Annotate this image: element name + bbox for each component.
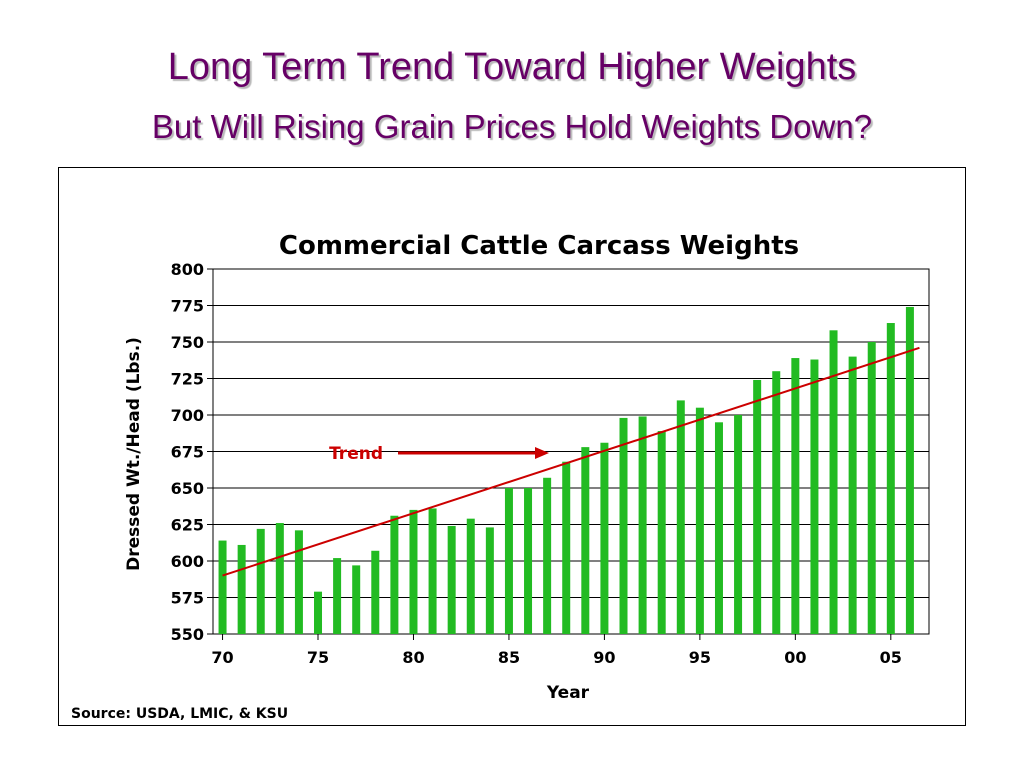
bar [466, 518, 475, 634]
y-tick-label: 550 [171, 625, 204, 644]
bar [485, 527, 494, 634]
bar [848, 356, 857, 634]
chart-frame: 550 575 600 625 650 675 700 725 750 775 800 70 75 80 8… [58, 167, 966, 726]
slide-title: Long Term Trend Toward Higher Weights [167, 46, 857, 88]
bar [333, 558, 342, 634]
trend-line-group: Trend [222, 346, 920, 577]
bar [581, 447, 590, 634]
grid-lines [212, 268, 930, 635]
bar [524, 488, 533, 634]
bar [504, 488, 513, 634]
y-tick-label: 675 [171, 443, 204, 462]
bar [886, 323, 895, 634]
bar [734, 415, 743, 634]
y-tick-label: 700 [171, 406, 204, 425]
bar [237, 544, 246, 634]
axes: 550 575 600 625 650 675 700 725 750 775 800 70 75 80 8… [171, 260, 902, 667]
bar [390, 515, 399, 634]
source-note: Source: USDA, LMIC, & KSU [71, 706, 289, 722]
y-tick-label: 650 [171, 479, 204, 498]
bar [428, 508, 437, 634]
bars [218, 306, 914, 634]
bar [619, 417, 628, 634]
bar [867, 342, 876, 634]
trend-label: Trend [329, 444, 383, 464]
bar [352, 565, 361, 634]
y-tick-label: 725 [171, 370, 204, 389]
chart-title: Commercial Cattle Carcass Weights [279, 231, 799, 261]
x-tick-label: 95 [689, 648, 711, 667]
bar [543, 477, 552, 634]
slide-subtitle: But Will Rising Grain Prices Hold Weight… [151, 108, 873, 145]
bar [810, 359, 819, 634]
y-tick-label: 625 [171, 516, 204, 535]
x-tick-label: 75 [307, 648, 329, 667]
bar [314, 591, 323, 634]
bar [218, 540, 227, 634]
trend-arrow-head [535, 447, 549, 459]
x-tick-label: 90 [593, 648, 615, 667]
bar [772, 371, 781, 634]
bar [905, 306, 914, 634]
y-tick-label: 575 [171, 589, 204, 608]
carcass-weight-chart: 550 575 600 625 650 675 700 725 750 775 800 70 75 80 8… [124, 231, 930, 703]
bar [829, 330, 838, 634]
bar [275, 523, 284, 634]
y-tick-label: 750 [171, 333, 204, 352]
x-tick-label: 85 [498, 648, 520, 667]
bar [638, 416, 647, 634]
y-tick-label: 600 [171, 552, 204, 571]
x-tick-label: 80 [402, 648, 424, 667]
bar [562, 461, 571, 634]
x-tick-label: 05 [880, 648, 902, 667]
y-tick-label: 775 [171, 297, 204, 316]
bar [409, 509, 418, 634]
y-axis-label: Dressed Wt./Head (Lbs.) [124, 337, 144, 571]
x-tick-label: 70 [211, 648, 233, 667]
bar [791, 358, 800, 634]
bar [600, 442, 609, 634]
trend-line [222, 346, 920, 577]
bar [753, 379, 762, 634]
bar [294, 530, 303, 634]
bar [256, 528, 265, 634]
bar [447, 525, 456, 634]
bar [676, 400, 685, 634]
y-tick-label: 800 [171, 260, 204, 279]
bar [371, 550, 380, 634]
bar [714, 422, 723, 634]
x-tick-label: 00 [784, 648, 806, 667]
bar [695, 407, 704, 634]
x-axis-label: Year [546, 683, 590, 703]
bar [657, 431, 666, 634]
